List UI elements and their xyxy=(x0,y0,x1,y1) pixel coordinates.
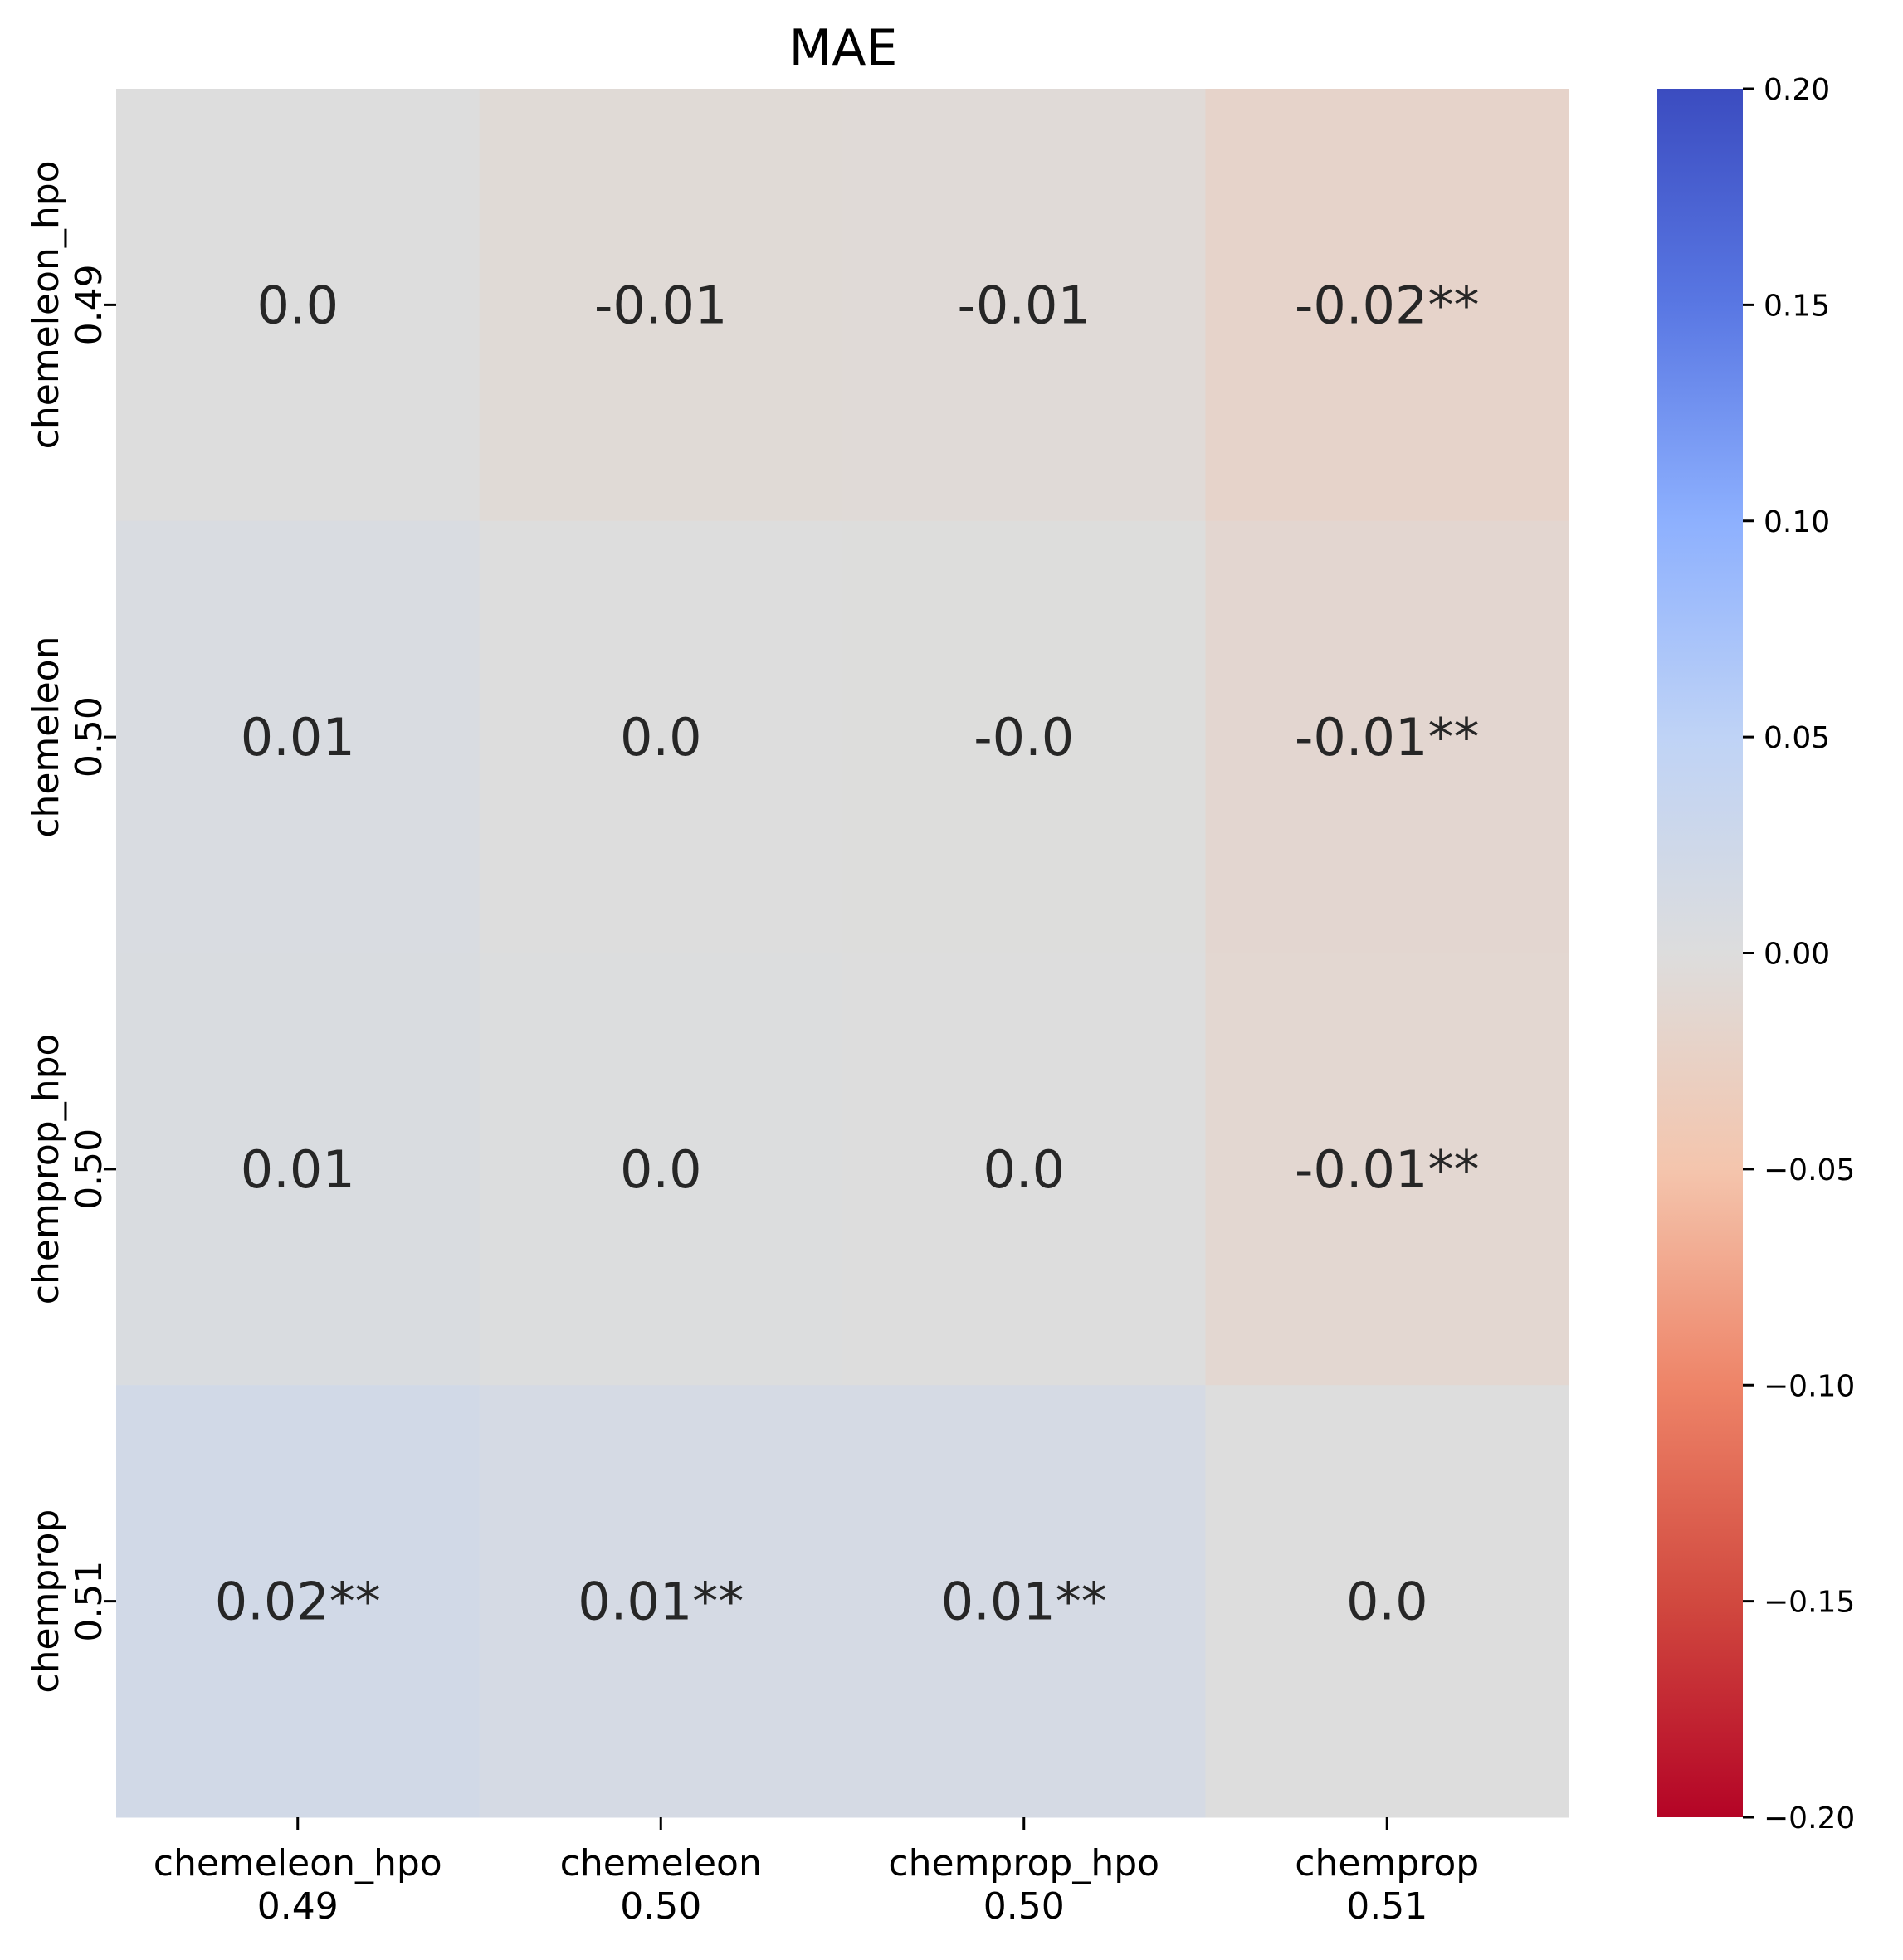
cell-annotation: -0.01 xyxy=(958,275,1091,335)
colorbar-tick-label: −0.10 xyxy=(1764,1369,1855,1403)
heatmap-cell xyxy=(1205,953,1569,1386)
heatmap-cells: 0.0 -0.01 -0.01 -0.02** 0.01 0.0 -0.0 -0.01** 0.… xyxy=(116,89,1569,1818)
cell-annotation: 0.01** xyxy=(578,1572,744,1632)
heatmap-cell xyxy=(1205,520,1569,953)
colorbar-axis: 0.20 0.15 0.10 0.05 0.00 −0.05 −0.10 −0.15 −0.20 xyxy=(1743,73,1855,1836)
cell-annotation: -0.01** xyxy=(1295,1139,1479,1200)
y-tick-label: chemeleon_hpo xyxy=(25,160,67,449)
x-axis: chemeleon_hpo0.49chemeleon0.50chemprop_h… xyxy=(154,1817,1479,1928)
cell-annotation: 0.0 xyxy=(256,275,339,335)
cell-annotation: 0.02** xyxy=(215,1572,381,1632)
y-tick-label: chemprop_hpo xyxy=(25,1034,67,1305)
x-tick-label: chemprop_hpo xyxy=(888,1842,1159,1884)
heatmap-cell xyxy=(842,1385,1206,1818)
cell-annotation: -0.01 xyxy=(594,275,727,335)
heatmap-cell xyxy=(842,953,1206,1386)
y-tick-label: 0.49 xyxy=(68,264,110,345)
colorbar-tick-label: −0.15 xyxy=(1764,1586,1855,1620)
colorbar-tick-label: 0.15 xyxy=(1764,289,1830,323)
heatmap-cell xyxy=(842,89,1206,522)
heatmap-cell xyxy=(479,953,843,1386)
y-tick-label: 0.51 xyxy=(68,1561,110,1642)
x-tick-label: 0.50 xyxy=(620,1885,701,1928)
heatmap-cell xyxy=(116,953,480,1386)
colorbar-tick-label: 0.05 xyxy=(1764,721,1830,755)
heatmap-cell xyxy=(116,1385,480,1818)
colorbar-tick-label: 0.00 xyxy=(1764,938,1830,972)
cell-annotation: -0.01** xyxy=(1295,707,1479,768)
heatmap-cell xyxy=(842,520,1206,953)
heatmap-cell xyxy=(479,1385,843,1818)
colorbar-tick-label: 0.10 xyxy=(1764,505,1830,539)
heatmap-cell xyxy=(1205,89,1569,522)
chart-title: MAE xyxy=(789,19,898,77)
heatmap-cell xyxy=(116,520,480,953)
heatmap-cell xyxy=(479,89,843,522)
cell-annotation: 0.0 xyxy=(1346,1572,1428,1632)
x-tick-label: chemeleon_hpo xyxy=(154,1842,442,1884)
cell-annotation: 0.01 xyxy=(241,1139,355,1200)
cell-annotation: -0.0 xyxy=(973,707,1074,768)
colorbar-tick-label: 0.20 xyxy=(1764,73,1830,107)
cell-annotation: 0.0 xyxy=(983,1139,1065,1200)
y-tick-label: 0.50 xyxy=(68,696,110,778)
cell-annotation: 0.0 xyxy=(620,707,702,768)
cell-annotation: -0.02** xyxy=(1295,275,1479,335)
colorbar-tick-label: −0.20 xyxy=(1764,1802,1855,1836)
heatmap-cell xyxy=(1205,1385,1569,1818)
cell-annotation: 0.01** xyxy=(941,1572,1107,1632)
colorbar xyxy=(1657,89,1743,1817)
x-tick-label: 0.49 xyxy=(257,1885,339,1928)
x-tick-label: chemeleon xyxy=(560,1842,762,1884)
x-tick-label: chemprop xyxy=(1295,1842,1479,1884)
y-tick-label: 0.50 xyxy=(68,1129,110,1210)
x-tick-label: 0.51 xyxy=(1346,1885,1427,1928)
x-tick-label: 0.50 xyxy=(983,1885,1065,1928)
cell-annotation: 0.0 xyxy=(620,1139,702,1200)
heatmap-cell xyxy=(116,89,480,522)
heatmap-cell xyxy=(479,520,843,953)
y-tick-label: chemprop xyxy=(25,1509,67,1694)
colorbar-tick-label: −0.05 xyxy=(1764,1153,1855,1187)
cell-annotation: 0.01 xyxy=(241,707,355,768)
y-tick-label: chemeleon xyxy=(25,636,67,838)
